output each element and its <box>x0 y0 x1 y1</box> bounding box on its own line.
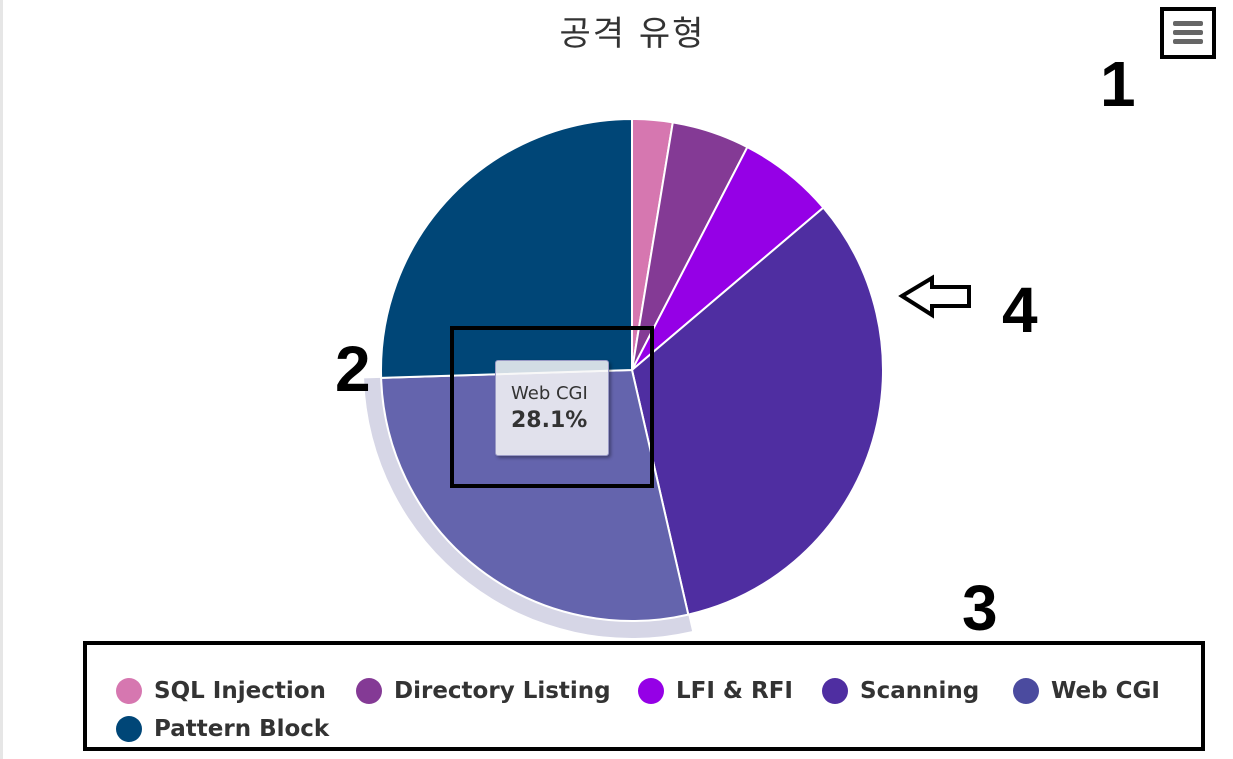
legend-item-directory-listing[interactable]: Directory Listing <box>356 678 611 704</box>
hamburger-bar <box>1173 39 1203 44</box>
legend-marker-icon <box>1013 678 1039 704</box>
legend-label: SQL Injection <box>154 678 326 704</box>
left-border <box>0 0 3 759</box>
legend-item-lfi-rfi[interactable]: LFI & RFI <box>638 678 793 704</box>
legend-label: Web CGI <box>1051 678 1160 704</box>
tooltip-series-name: Web CGI <box>511 383 588 404</box>
legend-marker-icon <box>638 678 664 704</box>
tooltip: Web CGI 28.1% <box>495 360 609 456</box>
legend-label: Scanning <box>860 678 980 704</box>
hamburger-menu-icon <box>1173 21 1203 26</box>
pie-slice-scanning[interactable] <box>631 206 884 616</box>
menu-button[interactable] <box>1160 7 1216 59</box>
legend-label: LFI & RFI <box>676 678 793 704</box>
legend-item-pattern-block[interactable]: Pattern Block <box>116 716 329 742</box>
hamburger-bar <box>1173 30 1203 35</box>
legend-marker-icon <box>356 678 382 704</box>
legend-label: Directory Listing <box>394 678 611 704</box>
legend-marker-icon <box>116 678 142 704</box>
legend-label: Pattern Block <box>154 716 330 742</box>
annotation-3: 3 <box>962 572 998 644</box>
legend-marker-icon <box>116 716 142 742</box>
tooltip-value: 28.1% <box>511 408 588 433</box>
legend-item-scanning[interactable]: Scanning <box>822 678 979 704</box>
legend-frame <box>83 641 1205 751</box>
legend-item-web-cgi[interactable]: Web CGI <box>1013 678 1160 704</box>
pie-slice-pattern-block[interactable] <box>380 118 633 379</box>
legend-marker-icon <box>822 678 848 704</box>
annotation-4: 4 <box>1002 274 1038 346</box>
annotation-2: 2 <box>335 333 371 405</box>
legend-item-sql-injection[interactable]: SQL Injection <box>116 678 326 704</box>
annotation-1: 1 <box>1100 48 1136 120</box>
chart-title: 공격 유형 <box>559 14 706 54</box>
pie-slice-web-cgi[interactable] <box>380 369 690 622</box>
tooltip-highlight-frame <box>450 326 654 488</box>
